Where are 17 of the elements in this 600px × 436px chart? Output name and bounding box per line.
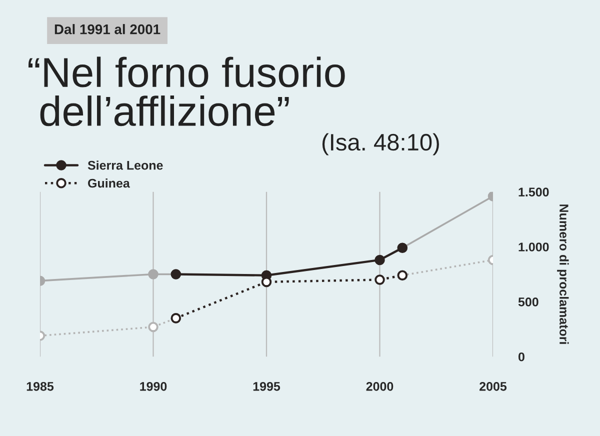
- x-tick-label: 1985: [26, 382, 54, 391]
- chart-title: “Nel forno fusorio dell’afflizione”: [28, 56, 345, 126]
- legend-label: Sierra Leone: [88, 160, 163, 170]
- x-tick-label: 2005: [480, 382, 507, 391]
- x-tick-label: 1990: [140, 382, 167, 391]
- text: Dal 1991 al 2001: [54, 24, 160, 34]
- y-tick-label: 1.500: [518, 188, 549, 196]
- y-axis-title: Numero di proclamatori: [557, 204, 569, 344]
- point: [374, 254, 385, 266]
- chart-subtitle: (Isa. 48:10): [322, 133, 439, 156]
- y-tick-label: 1.000: [518, 242, 549, 252]
- x-tick-label: 2000: [366, 382, 394, 391]
- y-tick-label: 500: [518, 298, 538, 306]
- legend-label: Guinea: [88, 178, 130, 188]
- x-tick-label: 1995: [253, 382, 280, 391]
- point: [374, 274, 385, 285]
- y-tick-label: 0: [518, 352, 524, 362]
